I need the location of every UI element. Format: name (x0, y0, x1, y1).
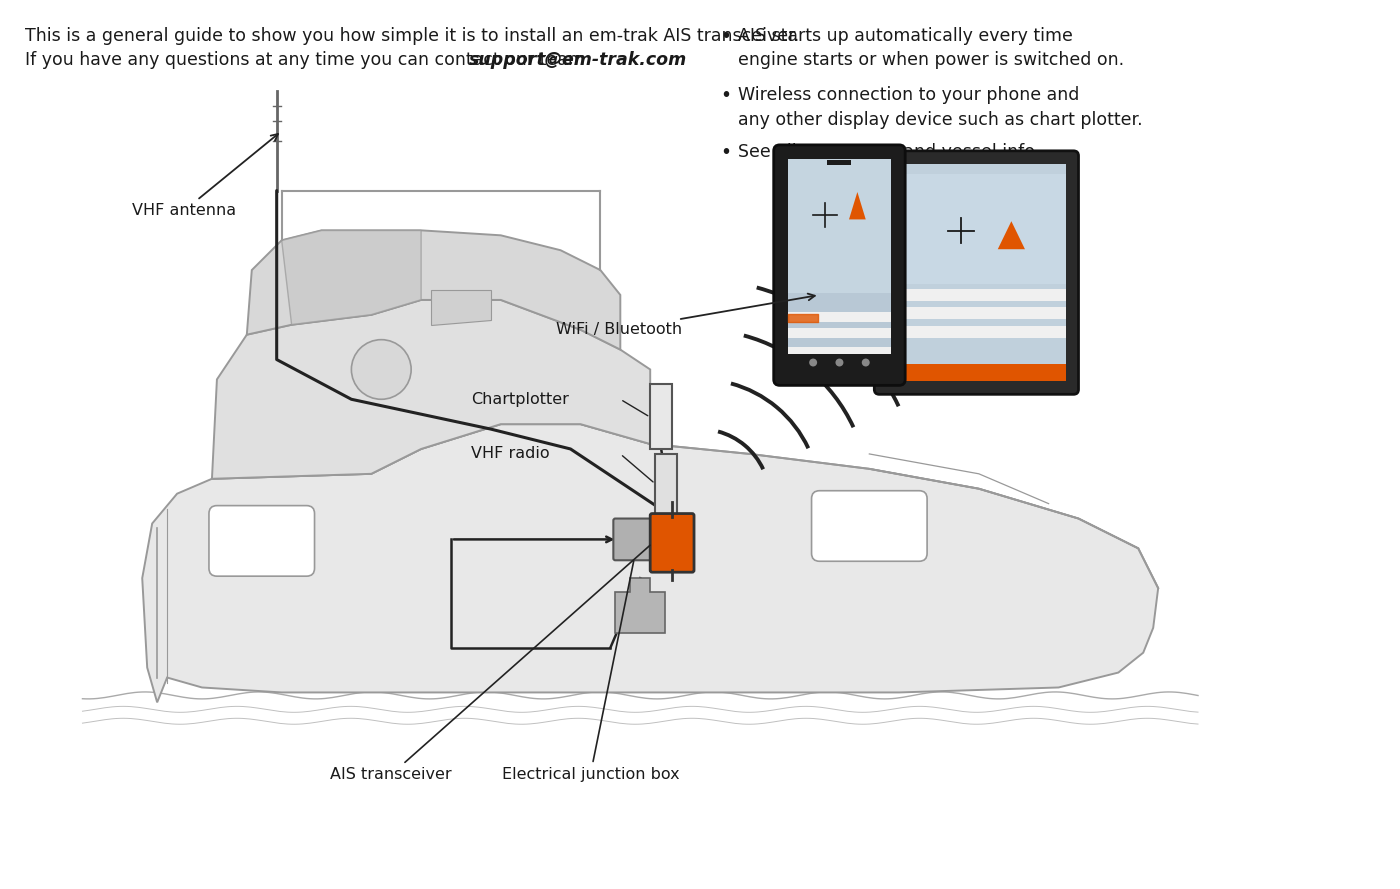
Text: AIS transceiver: AIS transceiver (330, 545, 650, 782)
Text: This is a general guide to show you how simple it is to install an em-trak AIS t: This is a general guide to show you how … (25, 27, 799, 44)
Text: engine starts or when power is switched on.: engine starts or when power is switched … (738, 52, 1124, 69)
Text: •: • (720, 27, 731, 45)
Text: Wireless connection to your phone and: Wireless connection to your phone and (738, 86, 1079, 104)
Circle shape (351, 340, 412, 399)
Circle shape (862, 358, 869, 366)
Bar (788, 312, 892, 323)
Polygon shape (246, 230, 620, 349)
Text: AIS starts up automatically every time: AIS starts up automatically every time (738, 27, 1072, 44)
Bar (888, 326, 1065, 338)
Polygon shape (431, 290, 491, 324)
Text: VHF antenna: VHF antenna (132, 134, 279, 218)
Bar (655, 454, 678, 514)
Bar (888, 164, 1065, 381)
Text: Electrical junction box: Electrical junction box (501, 561, 679, 782)
FancyBboxPatch shape (650, 514, 694, 573)
Bar (888, 174, 1065, 284)
Bar (888, 308, 1065, 319)
Circle shape (836, 358, 843, 366)
Bar (788, 328, 892, 339)
Text: any other display device such as chart plotter.: any other display device such as chart p… (738, 111, 1142, 129)
Polygon shape (211, 300, 650, 479)
Text: WiFi / Bluetooth: WiFi / Bluetooth (556, 293, 815, 337)
Bar (888, 364, 1065, 381)
Circle shape (809, 358, 818, 366)
Polygon shape (616, 578, 665, 633)
Text: Chartplotter: Chartplotter (470, 392, 568, 407)
Bar (650, 384, 672, 449)
Polygon shape (143, 424, 1158, 702)
FancyBboxPatch shape (812, 491, 927, 561)
FancyBboxPatch shape (774, 145, 906, 385)
Bar (827, 160, 851, 164)
Text: support@em-trak.com: support@em-trak.com (469, 52, 687, 69)
Text: See all AIS targets and vessel info.: See all AIS targets and vessel info. (738, 143, 1040, 161)
Text: •: • (720, 86, 731, 105)
Bar (788, 159, 892, 372)
Bar (788, 354, 892, 372)
Bar (788, 159, 892, 292)
FancyBboxPatch shape (209, 506, 315, 576)
Polygon shape (848, 192, 865, 220)
FancyBboxPatch shape (613, 518, 655, 560)
Text: VHF radio: VHF radio (470, 446, 550, 461)
Text: If you have any questions at any time you can contact our team: If you have any questions at any time yo… (25, 52, 589, 69)
Bar (888, 289, 1065, 300)
Bar (788, 347, 892, 356)
Polygon shape (998, 221, 1025, 249)
FancyBboxPatch shape (875, 151, 1078, 395)
Polygon shape (281, 230, 421, 324)
Text: •: • (720, 143, 731, 162)
